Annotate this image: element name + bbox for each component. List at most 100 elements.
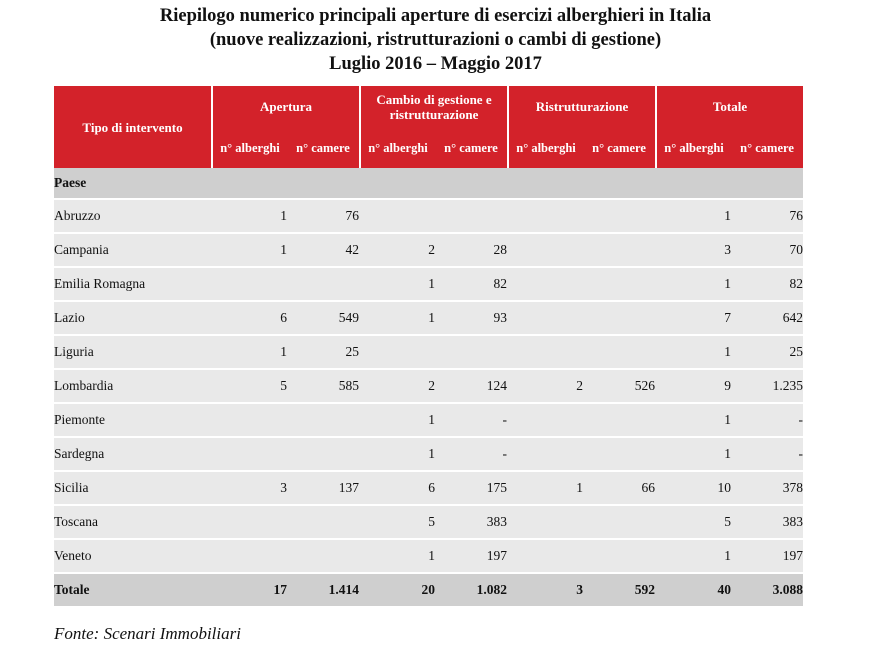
cell-alberghi	[359, 198, 435, 232]
cell-alberghi: 1	[359, 538, 435, 572]
cell-camere: 1.082	[435, 572, 508, 606]
region-label: Emilia Romagna	[54, 266, 211, 300]
cell-camere: 76	[731, 198, 804, 232]
group-header-ristrutturazione: Ristrutturazione	[507, 86, 656, 127]
cell-camere: 378	[731, 470, 804, 504]
cell-alberghi	[507, 504, 584, 538]
cell-camere	[583, 232, 656, 266]
cell-alberghi: 1	[655, 436, 732, 470]
cell-alberghi: 1	[211, 232, 287, 266]
cell-camere: -	[731, 436, 804, 470]
cell-alberghi: 1	[655, 538, 732, 572]
cell-camere	[583, 300, 656, 334]
sub-header-camere: n° camere	[435, 127, 508, 168]
region-label: Abruzzo	[54, 198, 211, 232]
table-row: Veneto 1 197 1 197	[54, 538, 804, 572]
cell-camere: 82	[731, 266, 804, 300]
cell-camere	[583, 266, 656, 300]
cell-camere	[435, 334, 508, 368]
cell-alberghi	[211, 538, 287, 572]
region-label: Lazio	[54, 300, 211, 334]
cell-camere	[435, 198, 508, 232]
cell-camere: 1.235	[731, 368, 804, 402]
group-header-apertura: Apertura	[211, 86, 359, 127]
cell-camere	[287, 436, 359, 470]
region-label: Sardegna	[54, 436, 211, 470]
cell-alberghi	[507, 300, 584, 334]
cell-alberghi: 1	[359, 266, 435, 300]
cell-alberghi	[359, 334, 435, 368]
title-line-2: (nuove realizzazioni, ristrutturazioni o…	[209, 30, 662, 50]
cell-camere: 197	[731, 538, 804, 572]
region-label: Totale	[54, 572, 211, 606]
hotel-openings-table: Tipo di intervento Apertura Cambio di ge…	[54, 86, 804, 606]
cell-alberghi: 1	[655, 402, 732, 436]
table-row: Sicilia 3 137 6 175 1 66 10 378	[54, 470, 804, 504]
source-note: Fonte: Scenari Immobiliari	[54, 624, 241, 643]
cell-camere: 66	[583, 470, 656, 504]
cell-alberghi: 7	[655, 300, 732, 334]
table-row: Liguria 1 25 1 25	[54, 334, 804, 368]
region-label: Liguria	[54, 334, 211, 368]
cell-camere: 137	[287, 470, 359, 504]
cell-alberghi: 1	[211, 198, 287, 232]
cell-alberghi: 3	[655, 232, 732, 266]
cell-alberghi: 2	[359, 232, 435, 266]
cell-alberghi: 3	[507, 572, 584, 606]
cell-alberghi: 9	[655, 368, 732, 402]
cell-camere	[583, 504, 656, 538]
table-row: Lazio 6 549 1 93 7 642	[54, 300, 804, 334]
cell-camere: 82	[435, 266, 508, 300]
cell-alberghi: 1	[655, 334, 732, 368]
region-label: Lombardia	[54, 368, 211, 402]
cell-camere: 25	[287, 334, 359, 368]
cell-alberghi: 40	[655, 572, 732, 606]
sub-header-camere: n° camere	[731, 127, 804, 168]
table-row: Lombardia 5 585 2 124 2 526 9 1.235	[54, 368, 804, 402]
table-row: Abruzzo 1 76 1 76	[54, 198, 804, 232]
cell-alberghi: 5	[211, 368, 287, 402]
cell-camere: 42	[287, 232, 359, 266]
title-line-3: Luglio 2016 – Maggio 2017	[329, 54, 542, 74]
cell-camere: -	[435, 402, 508, 436]
header-row-groups: Tipo di intervento Apertura Cambio di ge…	[54, 86, 804, 168]
cell-camere	[287, 504, 359, 538]
cell-camere: 28	[435, 232, 508, 266]
cell-camere: 3.088	[731, 572, 804, 606]
sub-header-camere: n° camere	[287, 127, 359, 168]
cell-camere: 93	[435, 300, 508, 334]
cell-alberghi: 6	[211, 300, 287, 334]
cell-alberghi: 1	[655, 198, 732, 232]
cell-camere	[583, 334, 656, 368]
cell-alberghi: 3	[211, 470, 287, 504]
cell-alberghi: 17	[211, 572, 287, 606]
cell-alberghi	[507, 436, 584, 470]
region-label: Campania	[54, 232, 211, 266]
cell-alberghi: 1	[359, 436, 435, 470]
cell-camere: 383	[731, 504, 804, 538]
group-header-cambio-gestione: Cambio di gestione e ristrutturazione	[359, 86, 508, 127]
cell-camere: 592	[583, 572, 656, 606]
section-row-paese: Paese	[54, 168, 804, 198]
cell-camere	[583, 538, 656, 572]
cell-camere: 175	[435, 470, 508, 504]
cell-alberghi	[507, 266, 584, 300]
cell-alberghi	[211, 436, 287, 470]
table-row: Sardegna 1-1-	[54, 436, 804, 470]
total-row: Totale 17 1.414 20 1.082 3 592 40 3.088	[54, 572, 804, 606]
sub-header-camere: n° camere	[583, 127, 656, 168]
cell-camere	[583, 198, 656, 232]
cell-alberghi: 1	[211, 334, 287, 368]
table-row: Campania 1 42 2 28 3 70	[54, 232, 804, 266]
group-header-totale: Totale	[655, 86, 804, 127]
cell-alberghi: 1	[655, 266, 732, 300]
cell-alberghi	[211, 504, 287, 538]
section-label: Paese	[54, 168, 211, 198]
cell-alberghi	[211, 402, 287, 436]
cell-alberghi: 1	[359, 300, 435, 334]
table-title: Riepilogo numerico principali aperture d…	[0, 4, 871, 76]
table-row: Emilia Romagna 1 82 1 82	[54, 266, 804, 300]
cell-camere: 197	[435, 538, 508, 572]
cell-camere: 70	[731, 232, 804, 266]
region-label: Veneto	[54, 538, 211, 572]
